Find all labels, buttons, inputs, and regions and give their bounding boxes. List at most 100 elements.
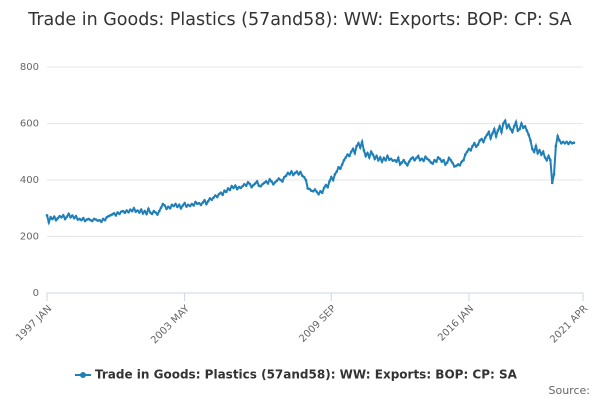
point xyxy=(201,201,205,204)
point xyxy=(346,153,349,156)
point xyxy=(219,191,223,195)
point xyxy=(487,130,491,134)
point xyxy=(98,218,101,222)
point xyxy=(210,198,214,202)
point xyxy=(60,215,63,219)
point xyxy=(81,216,85,220)
point xyxy=(241,184,244,188)
point xyxy=(143,209,147,213)
point xyxy=(199,203,203,207)
point xyxy=(435,160,438,163)
point xyxy=(509,127,512,131)
y-tick-label: 200 xyxy=(20,232,39,243)
point xyxy=(552,173,556,176)
point xyxy=(520,122,523,125)
point xyxy=(451,161,454,165)
point xyxy=(228,188,232,192)
point xyxy=(297,173,301,176)
point xyxy=(250,185,253,189)
point xyxy=(398,163,402,166)
point xyxy=(442,158,445,162)
point xyxy=(545,158,549,162)
point xyxy=(541,150,545,154)
point xyxy=(500,130,503,134)
point xyxy=(411,156,415,159)
point xyxy=(224,190,228,194)
y-tick-label: 0 xyxy=(33,288,39,299)
point xyxy=(393,158,396,162)
point xyxy=(536,151,540,155)
point xyxy=(349,150,353,154)
y-tick-label: 800 xyxy=(20,62,39,73)
point xyxy=(159,206,163,209)
point xyxy=(344,156,348,159)
point xyxy=(284,174,288,178)
point xyxy=(565,140,569,144)
point xyxy=(268,178,272,181)
point xyxy=(362,149,366,152)
point xyxy=(516,129,520,132)
point xyxy=(543,156,547,159)
point xyxy=(148,211,152,214)
point xyxy=(483,136,487,139)
point xyxy=(416,154,420,158)
point xyxy=(192,204,195,207)
point xyxy=(49,215,52,219)
x-tick-label: 2009 SEP xyxy=(297,303,338,344)
x-tick-label: 2021 APR xyxy=(548,303,590,345)
point xyxy=(121,209,125,213)
point xyxy=(152,209,156,213)
point xyxy=(179,206,183,210)
point xyxy=(90,219,94,223)
point xyxy=(255,180,259,183)
point xyxy=(217,192,221,196)
point xyxy=(266,182,270,185)
point xyxy=(511,130,514,134)
point xyxy=(538,149,541,152)
point xyxy=(547,154,550,158)
point xyxy=(549,158,552,162)
point xyxy=(471,144,474,148)
point xyxy=(331,178,335,182)
point xyxy=(293,171,297,175)
point xyxy=(212,196,215,199)
point xyxy=(157,209,161,213)
point xyxy=(319,190,322,193)
point xyxy=(262,181,266,185)
point xyxy=(467,147,471,151)
x-tick-label: 1997 JAN xyxy=(14,303,54,343)
point xyxy=(156,213,159,216)
point xyxy=(63,217,67,221)
point xyxy=(532,150,536,154)
point xyxy=(476,143,480,146)
point xyxy=(563,141,567,145)
point xyxy=(556,134,559,138)
point xyxy=(272,182,275,186)
point xyxy=(529,139,532,142)
point xyxy=(427,158,431,162)
point xyxy=(512,125,516,128)
point xyxy=(69,215,72,219)
point xyxy=(572,141,576,145)
point xyxy=(128,208,132,211)
point xyxy=(462,158,465,162)
point xyxy=(375,154,378,158)
point xyxy=(514,120,518,124)
source: Source: xyxy=(549,384,591,397)
point xyxy=(239,186,243,190)
point xyxy=(447,156,451,160)
point xyxy=(348,154,351,158)
point xyxy=(183,201,186,205)
point xyxy=(185,205,188,208)
point xyxy=(302,175,306,179)
point xyxy=(418,158,422,162)
point xyxy=(54,218,58,222)
point xyxy=(248,182,252,186)
point xyxy=(407,160,411,163)
point xyxy=(444,163,447,166)
point xyxy=(425,157,429,161)
point xyxy=(494,134,498,138)
point xyxy=(279,178,282,182)
point xyxy=(360,140,364,144)
